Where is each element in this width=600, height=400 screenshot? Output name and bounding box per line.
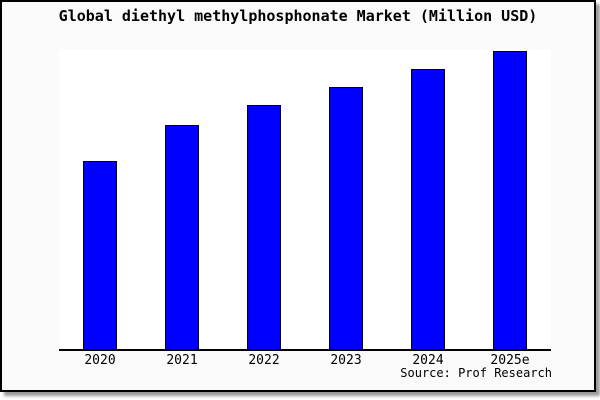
bar-slot-2025e bbox=[469, 49, 551, 349]
chart-title: Global diethyl methylphosphonate Market … bbox=[58, 7, 538, 25]
bar-2024 bbox=[411, 69, 445, 349]
bar-slot-2020 bbox=[59, 49, 141, 349]
x-tick-label-2020: 2020 bbox=[84, 353, 116, 368]
bar-slot-2022 bbox=[223, 49, 305, 349]
x-tick-label-2021: 2021 bbox=[166, 353, 198, 368]
bar-2023 bbox=[329, 87, 363, 349]
plot-area bbox=[59, 49, 551, 351]
bar-slot-2023 bbox=[305, 49, 387, 349]
x-tick-label-2023: 2023 bbox=[330, 353, 362, 368]
chart-frame: Global diethyl methylphosphonate Market … bbox=[0, 0, 596, 392]
bar-slot-2024 bbox=[387, 49, 469, 349]
bar-2021 bbox=[165, 125, 199, 349]
source-credit: Source: Prof Research bbox=[400, 366, 552, 380]
bar-2025e bbox=[493, 51, 527, 349]
x-tick-label-2025e: 2025e bbox=[490, 353, 530, 368]
bar-slot-2021 bbox=[141, 49, 223, 349]
x-axis-tick-labels: 2020 2021 2022 2023 2024 2025e bbox=[59, 354, 551, 368]
x-tick-label-2022: 2022 bbox=[248, 353, 280, 368]
bar-series bbox=[59, 49, 551, 349]
bar-2020 bbox=[83, 161, 117, 349]
x-tick-label-2024: 2024 bbox=[412, 353, 444, 368]
bar-2022 bbox=[247, 105, 281, 349]
